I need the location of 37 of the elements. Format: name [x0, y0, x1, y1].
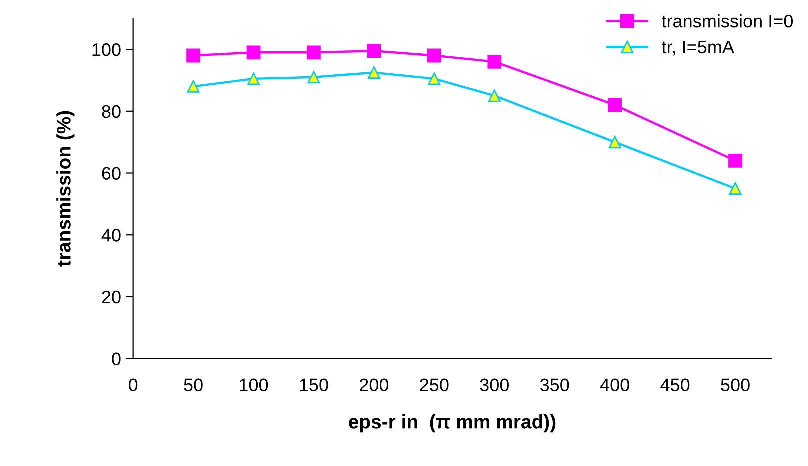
y-tick-label: 20: [102, 290, 121, 304]
legend-label: tr, I=5mA: [662, 41, 734, 56]
y-axis-title: transmission (%): [56, 111, 75, 267]
x-tick-label: 0: [129, 378, 138, 392]
x-tick-label: 350: [540, 378, 570, 392]
x-tick-label: 300: [480, 378, 509, 392]
y-tick-label: 60: [102, 167, 121, 180]
x-tick-label: 500: [721, 378, 750, 392]
point: [728, 154, 742, 168]
point: [428, 72, 441, 86]
point: [246, 46, 261, 60]
point: [729, 182, 742, 195]
x-tick-label: 150: [300, 378, 328, 392]
y-tick-label: 40: [102, 229, 121, 242]
point: [608, 98, 622, 112]
point: [307, 46, 321, 60]
point: [608, 136, 622, 149]
x-tick-label: 200: [360, 378, 389, 392]
point: [186, 48, 200, 63]
point: [367, 44, 382, 58]
x-axis-title: eps-r in (π mm mrad)): [349, 414, 556, 433]
point: [248, 72, 260, 86]
point: [187, 80, 200, 93]
point: [488, 54, 502, 69]
x-tick-label: 450: [660, 378, 690, 392]
point: [368, 66, 380, 80]
legend-label: transmission I=0: [662, 14, 793, 28]
x-tick-label: 400: [600, 378, 630, 392]
y-tick-label: 100: [92, 44, 121, 56]
point: [427, 48, 442, 63]
y-tick-label: 0: [112, 352, 121, 366]
point: [488, 90, 501, 102]
x-tick-label: 250: [420, 378, 449, 392]
x-tick-label: 50: [184, 378, 203, 392]
point: [308, 71, 320, 84]
y-tick-label: 80: [102, 105, 121, 118]
x-tick-label: 100: [240, 378, 268, 392]
